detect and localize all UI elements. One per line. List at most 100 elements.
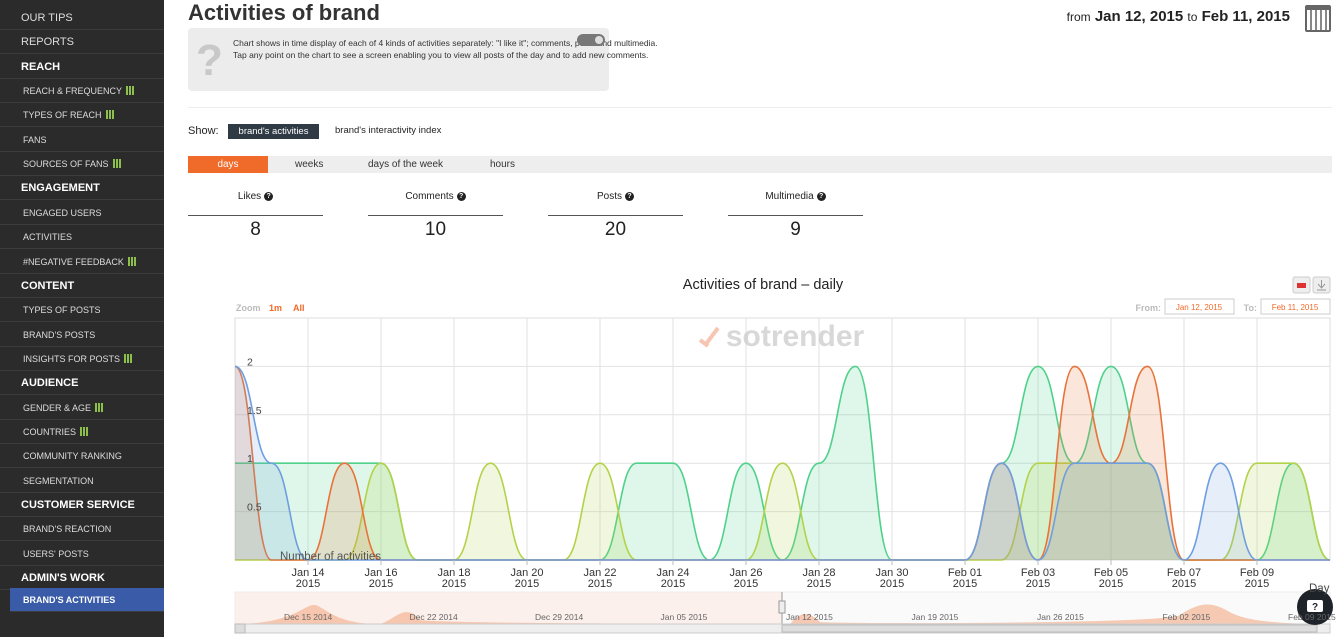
nav-item[interactable]: INSIGHTS FOR POSTS xyxy=(0,347,164,371)
nav-item[interactable]: USERS' POSTS xyxy=(0,542,164,566)
stat-label: Comments? xyxy=(368,191,503,202)
to-label: to xyxy=(1187,10,1198,24)
stat-help-icon[interactable]: ? xyxy=(625,192,634,201)
x-tick-label: Jan 30 2015 xyxy=(875,567,908,590)
nav-item[interactable]: BRAND'S REACTION xyxy=(0,517,164,542)
to-date[interactable]: Feb 11, 2015 xyxy=(1201,8,1290,25)
nav-label: BRAND'S ACTIVITIES xyxy=(23,595,116,606)
x-tick-label-line: 2015 xyxy=(661,578,685,590)
nav-item[interactable]: REPORTS xyxy=(0,30,164,55)
to-input[interactable] xyxy=(1260,298,1331,315)
x-tick-label-line: 2015 xyxy=(296,578,320,590)
nav-item[interactable]: BRAND'S POSTS xyxy=(0,323,164,347)
nav-label: USERS' POSTS xyxy=(23,548,89,559)
nav-item[interactable]: BRAND'S ACTIVITIES xyxy=(10,588,164,613)
nav-label: GENDER & AGE xyxy=(23,402,92,413)
nav-item[interactable]: OUR TIPS xyxy=(0,6,164,30)
stat-help-icon[interactable]: ? xyxy=(264,192,274,201)
nav-section: AUDIENCE xyxy=(0,371,164,396)
x-tick-label: Jan 18 2015 xyxy=(437,567,470,590)
print-icon xyxy=(1297,283,1306,288)
stat: Comments? 10 xyxy=(368,188,503,243)
x-tick-label: Jan 14 2015 xyxy=(291,567,324,590)
x-tick-label: Jan 22 2015 xyxy=(583,567,616,590)
nav-section: CUSTOMER SERVICE xyxy=(0,493,164,517)
x-tick-label-line: Jan 24 xyxy=(656,567,689,579)
tab[interactable]: days of the week xyxy=(368,159,444,170)
navigator-label: Dec 29 2014 xyxy=(535,612,583,622)
stat-label-text: Posts xyxy=(596,191,622,202)
navigator-handle[interactable] xyxy=(778,600,786,614)
stat-help-icon[interactable]: ? xyxy=(456,192,466,201)
nav-label: BRAND'S POSTS xyxy=(23,329,96,340)
show-option[interactable]: brand's interactivity index xyxy=(335,125,442,136)
x-tick-label-line: Feb 07 xyxy=(1167,567,1201,579)
nav-item[interactable]: COMMUNITY RANKING xyxy=(0,444,164,469)
scroll-left[interactable] xyxy=(234,623,246,634)
nav-item[interactable]: ACTIVITIES xyxy=(0,225,164,250)
x-tick-label-line: 2015 xyxy=(442,578,466,590)
nav-item[interactable]: TYPES OF REACH xyxy=(0,103,164,128)
show-label: Show: xyxy=(188,125,219,137)
stat-label-text: Likes xyxy=(237,191,262,202)
x-tick-label: Jan 28 2015 xyxy=(802,567,835,590)
x-tick-label: Jan 16 2015 xyxy=(364,567,397,590)
date-range: from Jan 12, 2015 to Feb 11, 2015 xyxy=(1067,8,1290,25)
nav-item[interactable]: SEGMENTATION xyxy=(0,469,164,493)
nav-item[interactable]: FANS xyxy=(0,128,164,152)
stat-label: Posts? xyxy=(548,191,683,202)
x-tick-label-line: 2015 xyxy=(734,578,758,590)
from-input[interactable] xyxy=(1164,298,1235,315)
info-paragraph: Chart shows in time display of each of 4… xyxy=(233,38,658,48)
stat: Likes? 8 xyxy=(188,188,323,243)
from-date[interactable]: Jan 12, 2015 xyxy=(1094,8,1184,25)
x-tick-label-line: Feb 09 xyxy=(1240,567,1274,579)
nav-item[interactable]: TYPES OF POSTS xyxy=(0,298,164,323)
chart-icon xyxy=(124,353,133,363)
show-option[interactable]: brand's activities xyxy=(228,124,319,139)
stat-value: 8 xyxy=(250,219,261,240)
calendar-icon[interactable] xyxy=(1305,5,1331,32)
zoom-option[interactable]: 1m xyxy=(269,303,282,313)
tab[interactable]: hours xyxy=(490,159,516,170)
stat-rule xyxy=(368,215,503,216)
stat-rule xyxy=(548,215,683,216)
nav-label: ENGAGED USERS xyxy=(23,207,102,218)
nav-label: INSIGHTS FOR POSTS xyxy=(23,353,121,364)
tab[interactable]: weeks xyxy=(295,159,324,170)
x-tick-label-line: 2015 xyxy=(1026,578,1050,590)
zoom-option[interactable]: All xyxy=(293,303,305,313)
watermark: sotrender xyxy=(726,320,865,353)
x-tick-label-line: Jan 20 xyxy=(510,567,543,579)
stat-label: Multimedia? xyxy=(728,191,863,202)
y-tick-label: 1 xyxy=(247,453,253,465)
stat-label-text: Multimedia xyxy=(765,191,814,202)
x-tick-label-line: 2015 xyxy=(953,578,977,590)
info-text: Chart shows in time display of each of 4… xyxy=(233,37,658,61)
stat-label: Likes? xyxy=(188,191,323,202)
x-tick-label-line: Jan 14 xyxy=(291,567,324,579)
navigator-label: Jan 26 2015 xyxy=(1037,612,1084,622)
nav-label: TYPES OF POSTS xyxy=(23,305,101,316)
nav-item[interactable]: COUNTRIES xyxy=(0,420,164,444)
nav-label: TYPES OF REACH xyxy=(23,110,102,121)
nav-item[interactable]: REACH & FREQUENCY xyxy=(0,79,164,104)
stat-help-icon[interactable]: ? xyxy=(816,192,826,201)
x-tick-label: Jan 24 2015 xyxy=(656,567,689,590)
help-chat-icon xyxy=(1307,600,1323,612)
navigator-label: Feb 02 2015 xyxy=(1163,612,1211,622)
nav-item[interactable]: SOURCES OF FANS xyxy=(0,152,164,177)
x-tick-label-line: 2015 xyxy=(515,578,539,590)
toggle[interactable] xyxy=(577,34,605,46)
chart-icon xyxy=(112,159,121,169)
stat-value: 20 xyxy=(604,219,627,240)
tab[interactable]: days xyxy=(188,156,268,173)
nav-item[interactable]: GENDER & AGE xyxy=(0,396,164,420)
download-icon xyxy=(1317,280,1326,291)
x-tick-label-line: 2015 xyxy=(588,578,612,590)
x-tick-label: Jan 20 2015 xyxy=(510,567,543,590)
chart-icon xyxy=(126,86,135,96)
nav-item[interactable]: ENGAGED USERS xyxy=(0,201,164,225)
scrollbar-thumb[interactable] xyxy=(781,624,1318,633)
nav-item[interactable]: #NEGATIVE FEEDBACK xyxy=(0,250,164,274)
